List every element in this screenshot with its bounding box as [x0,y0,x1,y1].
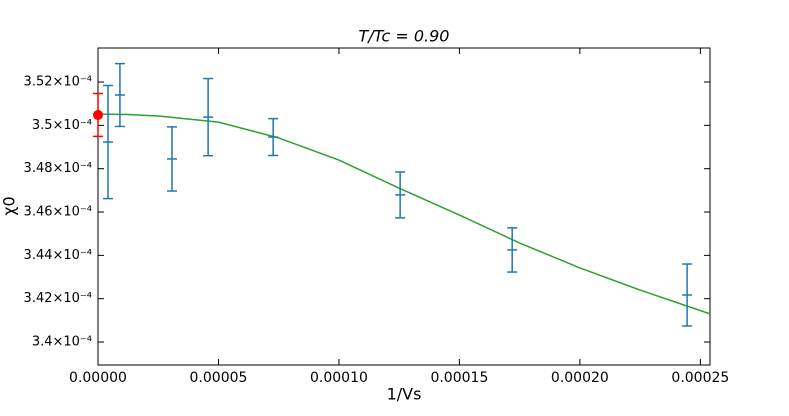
y-axis-label: χ0 [0,196,19,215]
fit-line [97,113,711,315]
y-tick-label: 3.46×10⁻⁴ [24,205,92,220]
x-tick-label: 0.00015 [430,370,488,386]
y-tick-label: 3.5×10⁻⁴ [32,118,92,133]
y-tick-label: 3.52×10⁻⁴ [24,75,92,90]
chart-title: T/Tc = 0.90 [359,27,450,46]
y-tick-label: 3.44×10⁻⁴ [24,248,92,263]
x-tick-label: 0.00020 [551,370,609,386]
x-axis-label: 1/Vs [387,385,422,404]
x-tick-label: 0.00025 [671,370,729,386]
x-tick-label: 0.00000 [69,370,127,386]
x-tick-label: 0.00005 [190,370,248,386]
y-tick-label: 3.4×10⁻⁴ [32,335,92,350]
plot-frame [97,47,711,366]
data-point [93,109,103,120]
y-tick-label: 3.48×10⁻⁴ [24,161,92,176]
y-tick-label: 3.42×10⁻⁴ [24,291,92,306]
x-tick-label: 0.00010 [310,370,368,386]
